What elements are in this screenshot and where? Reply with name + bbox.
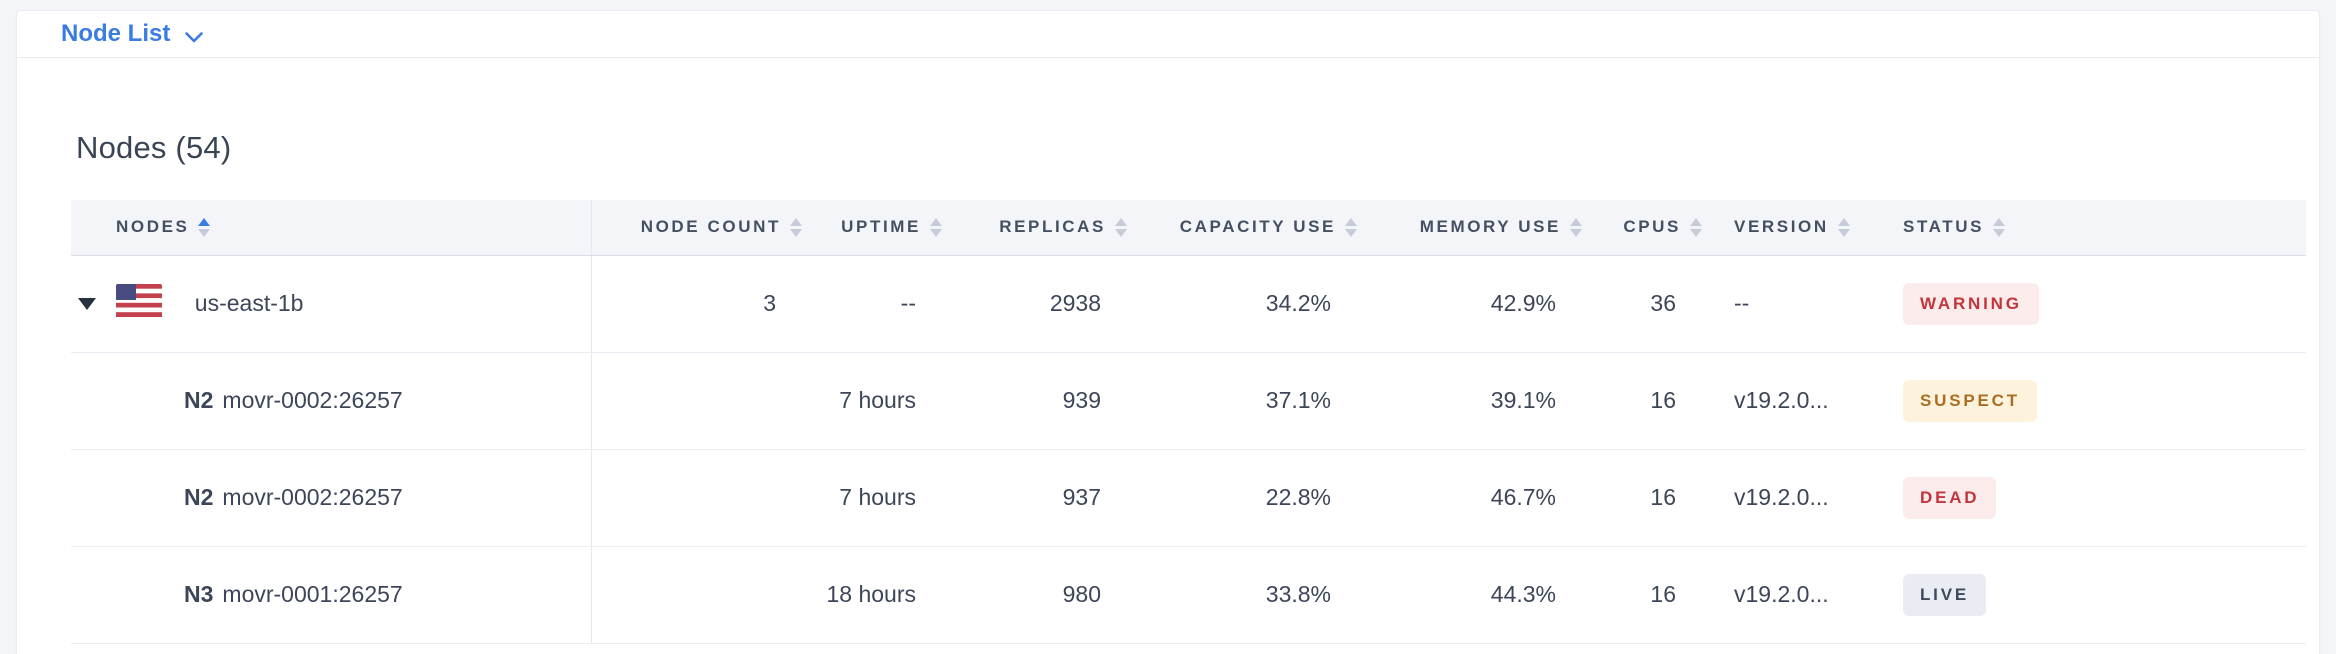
node-name-cell: N2 movr-0002:26257 [71, 352, 592, 450]
sort-icon [1570, 217, 1582, 237]
sort-icon [790, 217, 802, 237]
column-label: CPUS [1623, 217, 1681, 237]
sort-icon [1993, 217, 2006, 237]
status-label: WARNING [1920, 293, 2022, 313]
node-count-cell [591, 352, 806, 450]
capacity-use-cell: 34.2% [1131, 255, 1361, 353]
nodes-table: NODES NODE COUNT UPTIME REPLICAS CAPACIT… [71, 200, 2306, 644]
column-label: UPTIME [841, 217, 921, 237]
node-count-cell [591, 449, 806, 547]
table-row-node[interactable]: N2 movr-0002:26257 7 hours 939 37.1% 39.1… [71, 352, 2306, 450]
status-cell: LIVE [1881, 546, 2306, 644]
status-badge: WARNING [1903, 282, 2039, 325]
memory-use-cell: 46.7% [1361, 449, 1586, 547]
node-count-cell: 3 [591, 255, 806, 353]
page-title: Nodes (54) [76, 130, 232, 165]
status-badge: DEAD [1903, 476, 1997, 519]
uptime-cell: -- [806, 255, 946, 353]
status-cell: SUSPECT [1881, 352, 2306, 450]
status-label: SUSPECT [1920, 390, 2020, 410]
column-header-node-count[interactable]: NODE COUNT [591, 200, 806, 256]
us-flag-icon [116, 284, 163, 323]
table-row-node[interactable]: N3 movr-0001:26257 18 hours 980 33.8% 44.… [71, 546, 2306, 644]
memory-use-cell: 39.1% [1361, 352, 1586, 450]
column-label: NODE COUNT [640, 217, 781, 237]
version-cell: v19.2.0... [1706, 546, 1881, 644]
sort-icon [1837, 217, 1850, 237]
replicas-cell: 939 [946, 352, 1131, 450]
node-id: N2 [184, 387, 214, 413]
column-label: NODES [116, 217, 190, 237]
node-name-cell: N2 movr-0002:26257 [71, 449, 592, 547]
cpus-cell: 16 [1586, 546, 1706, 644]
chevron-down-icon [185, 22, 204, 50]
column-header-memory-use[interactable]: MEMORY USE [1361, 200, 1586, 256]
uptime-cell: 7 hours [806, 449, 946, 547]
column-label: VERSION [1734, 217, 1829, 237]
capacity-use-cell: 22.8% [1131, 449, 1361, 547]
version-cell: -- [1706, 255, 1881, 353]
region-name-cell: us-east-1b [71, 255, 592, 353]
column-label: STATUS [1903, 217, 1985, 237]
version-cell: v19.2.0... [1706, 449, 1881, 547]
column-header-uptime[interactable]: UPTIME [806, 200, 946, 256]
cpus-cell: 16 [1586, 352, 1706, 450]
column-header-replicas[interactable]: REPLICAS [946, 200, 1131, 256]
view-selector-bar: Node List [17, 11, 2319, 58]
node-address: movr-0001:26257 [222, 581, 403, 607]
node-name-cell: N3 movr-0001:26257 [71, 546, 592, 644]
table-row-region[interactable]: us-east-1b 3 -- 2938 34.2% 42.9% 36 -- W… [71, 255, 2306, 353]
status-label: DEAD [1920, 487, 1980, 507]
column-header-version[interactable]: VERSION [1706, 200, 1881, 256]
sort-icon [1345, 217, 1357, 237]
node-list-card: Node List Nodes (54) NODES NODE COUNT [16, 10, 2320, 654]
sort-icon [198, 217, 211, 237]
view-selector-label: Node List [61, 20, 171, 47]
memory-use-cell: 42.9% [1361, 255, 1586, 353]
sort-icon [930, 217, 942, 237]
column-header-cpus[interactable]: CPUS [1586, 200, 1706, 256]
cpus-cell: 16 [1586, 449, 1706, 547]
column-label: REPLICAS [999, 217, 1106, 237]
region-name: us-east-1b [194, 290, 304, 316]
node-count-cell [591, 546, 806, 644]
node-address: movr-0002:26257 [222, 387, 403, 413]
uptime-cell: 18 hours [806, 546, 946, 644]
column-header-status[interactable]: STATUS [1881, 200, 2306, 256]
version-cell: v19.2.0... [1706, 352, 1881, 450]
column-header-capacity-use[interactable]: CAPACITY USE [1131, 200, 1361, 256]
table-header-row: NODES NODE COUNT UPTIME REPLICAS CAPACIT… [71, 200, 2306, 256]
cpus-cell: 36 [1586, 255, 1706, 353]
column-header-nodes[interactable]: NODES [71, 200, 592, 256]
replicas-cell: 2938 [946, 255, 1131, 353]
capacity-use-cell: 33.8% [1131, 546, 1361, 644]
column-label: MEMORY USE [1419, 217, 1561, 237]
card-body: Nodes (54) NODES NODE COUNT UPTIME [17, 125, 2319, 644]
status-label: LIVE [1920, 584, 1969, 604]
table-row-node[interactable]: N2 movr-0002:26257 7 hours 937 22.8% 46.7… [71, 449, 2306, 547]
node-id: N2 [184, 484, 214, 510]
column-label: CAPACITY USE [1179, 217, 1336, 237]
memory-use-cell: 44.3% [1361, 546, 1586, 644]
node-address: movr-0002:26257 [222, 484, 403, 510]
view-selector-dropdown[interactable]: Node List [61, 18, 204, 50]
status-badge: SUSPECT [1903, 379, 2037, 422]
sort-icon [1115, 217, 1127, 237]
collapse-caret-icon[interactable] [78, 297, 96, 310]
replicas-cell: 980 [946, 546, 1131, 644]
status-cell: DEAD [1881, 449, 2306, 547]
capacity-use-cell: 37.1% [1131, 352, 1361, 450]
status-badge: LIVE [1903, 573, 1986, 616]
replicas-cell: 937 [946, 449, 1131, 547]
status-cell: WARNING [1881, 255, 2306, 353]
uptime-cell: 7 hours [806, 352, 946, 450]
sort-icon [1690, 217, 1702, 237]
node-id: N3 [184, 581, 214, 607]
